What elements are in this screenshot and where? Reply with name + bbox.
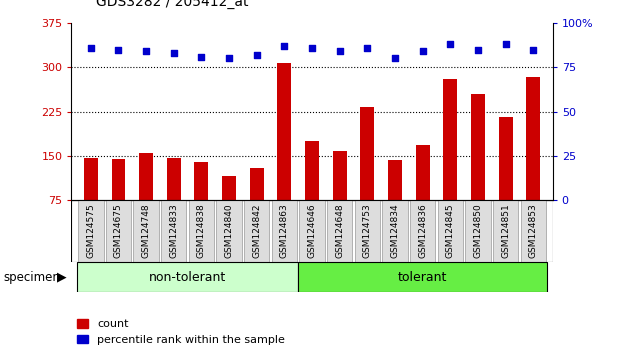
Point	[335, 48, 345, 54]
Point	[141, 48, 151, 54]
Bar	[278, 63, 291, 244]
Bar	[161, 200, 186, 262]
Point	[169, 50, 179, 56]
Bar	[493, 200, 519, 262]
Point	[279, 43, 289, 49]
Point	[224, 56, 234, 61]
Bar	[134, 200, 159, 262]
Bar	[520, 200, 546, 262]
Legend: count, percentile rank within the sample: count, percentile rank within the sample	[77, 319, 285, 345]
Point	[307, 45, 317, 51]
Text: GSM124838: GSM124838	[197, 203, 206, 258]
Bar	[465, 200, 491, 262]
Text: GDS3282 / 205412_at: GDS3282 / 205412_at	[96, 0, 249, 9]
Bar	[194, 162, 208, 244]
Bar	[388, 160, 402, 244]
Text: GSM124842: GSM124842	[252, 203, 261, 258]
Bar	[77, 262, 298, 292]
Bar	[527, 77, 540, 244]
Text: GSM124836: GSM124836	[418, 203, 427, 258]
Bar	[250, 167, 264, 244]
Bar	[244, 200, 270, 262]
Text: GSM124863: GSM124863	[280, 203, 289, 258]
Bar	[222, 176, 236, 244]
Bar	[189, 200, 214, 262]
Point	[528, 47, 538, 52]
Point	[196, 54, 206, 59]
Bar	[499, 118, 512, 244]
Point	[114, 47, 124, 52]
Point	[445, 41, 455, 47]
Bar	[443, 79, 457, 244]
Bar	[471, 94, 485, 244]
Text: GSM124646: GSM124646	[307, 203, 317, 258]
Point	[501, 41, 510, 47]
Point	[252, 52, 261, 58]
Point	[473, 47, 483, 52]
Text: GSM124850: GSM124850	[473, 203, 483, 258]
Text: GSM124575: GSM124575	[86, 203, 95, 258]
Text: specimen: specimen	[3, 270, 60, 284]
Bar	[416, 145, 430, 244]
Bar	[106, 200, 131, 262]
Bar	[383, 200, 408, 262]
Bar	[216, 200, 242, 262]
Bar	[167, 158, 181, 244]
Bar	[271, 200, 297, 262]
Text: GSM124851: GSM124851	[501, 203, 510, 258]
Point	[86, 45, 96, 51]
Text: GSM124834: GSM124834	[391, 203, 399, 258]
Point	[363, 45, 373, 51]
Bar	[360, 107, 374, 244]
Bar	[78, 200, 104, 262]
Bar	[298, 262, 547, 292]
Bar	[84, 158, 97, 244]
Text: GSM124853: GSM124853	[529, 203, 538, 258]
Point	[390, 56, 400, 61]
Bar	[327, 200, 353, 262]
Text: ▶: ▶	[57, 270, 67, 284]
Bar	[299, 200, 325, 262]
Text: non-tolerant: non-tolerant	[149, 270, 226, 284]
Bar	[333, 151, 347, 244]
Text: GSM124845: GSM124845	[446, 203, 455, 258]
Bar	[305, 141, 319, 244]
Bar	[112, 159, 125, 244]
Text: GSM124840: GSM124840	[225, 203, 233, 258]
Text: GSM124748: GSM124748	[142, 203, 151, 258]
Bar	[355, 200, 380, 262]
Bar	[139, 153, 153, 244]
Bar	[438, 200, 463, 262]
Point	[418, 48, 428, 54]
Bar	[410, 200, 435, 262]
Text: GSM124753: GSM124753	[363, 203, 372, 258]
Text: GSM124833: GSM124833	[170, 203, 178, 258]
Text: tolerant: tolerant	[398, 270, 447, 284]
Text: GSM124648: GSM124648	[335, 203, 344, 258]
Text: GSM124675: GSM124675	[114, 203, 123, 258]
